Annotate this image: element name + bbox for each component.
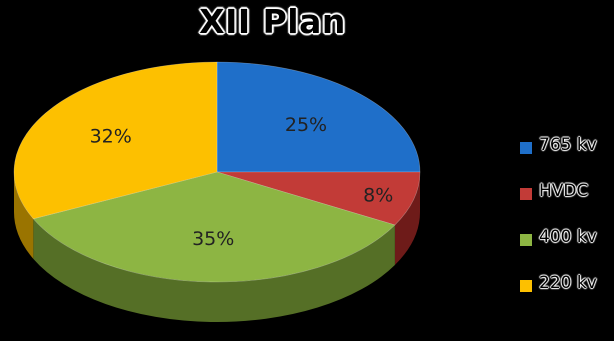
pie-slice-220-kv [13, 61, 218, 220]
data-label-3: 32% [90, 126, 132, 148]
pie-slice-hvdc [216, 171, 421, 226]
legend-item-400-kv: 400 kv [514, 227, 614, 251]
data-label-0: 25% [285, 114, 327, 136]
legend-swatch [520, 188, 532, 200]
legend-item-765-kv: 765 kv [514, 135, 614, 159]
pie-side-walls [14, 172, 420, 322]
pie-slice-765-kv [216, 61, 421, 173]
legend-item-hvdc: HVDC [514, 181, 614, 205]
legend-label: HVDC [539, 181, 589, 201]
data-label-2: 35% [192, 228, 234, 250]
chart-title: XII Plan [199, 2, 346, 41]
legend-swatch [520, 280, 532, 292]
pie-side-2-0 [33, 218, 395, 322]
pie-slices [13, 61, 421, 283]
pie-slice-400-kv [32, 171, 396, 283]
pie-side-3-0 [14, 172, 34, 259]
pie-data-labels: 25% 8% 35% 32% [90, 114, 394, 250]
pie-side-1-0 [394, 172, 420, 265]
legend-label: 220 kv [539, 273, 597, 293]
data-label-1: 8% [363, 184, 393, 206]
legend-label: 765 kv [539, 135, 597, 155]
legend-swatch [520, 142, 532, 154]
legend-swatch [520, 234, 532, 246]
legend-label: 400 kv [539, 227, 597, 247]
legend-item-220-kv: 220 kv [514, 273, 614, 297]
